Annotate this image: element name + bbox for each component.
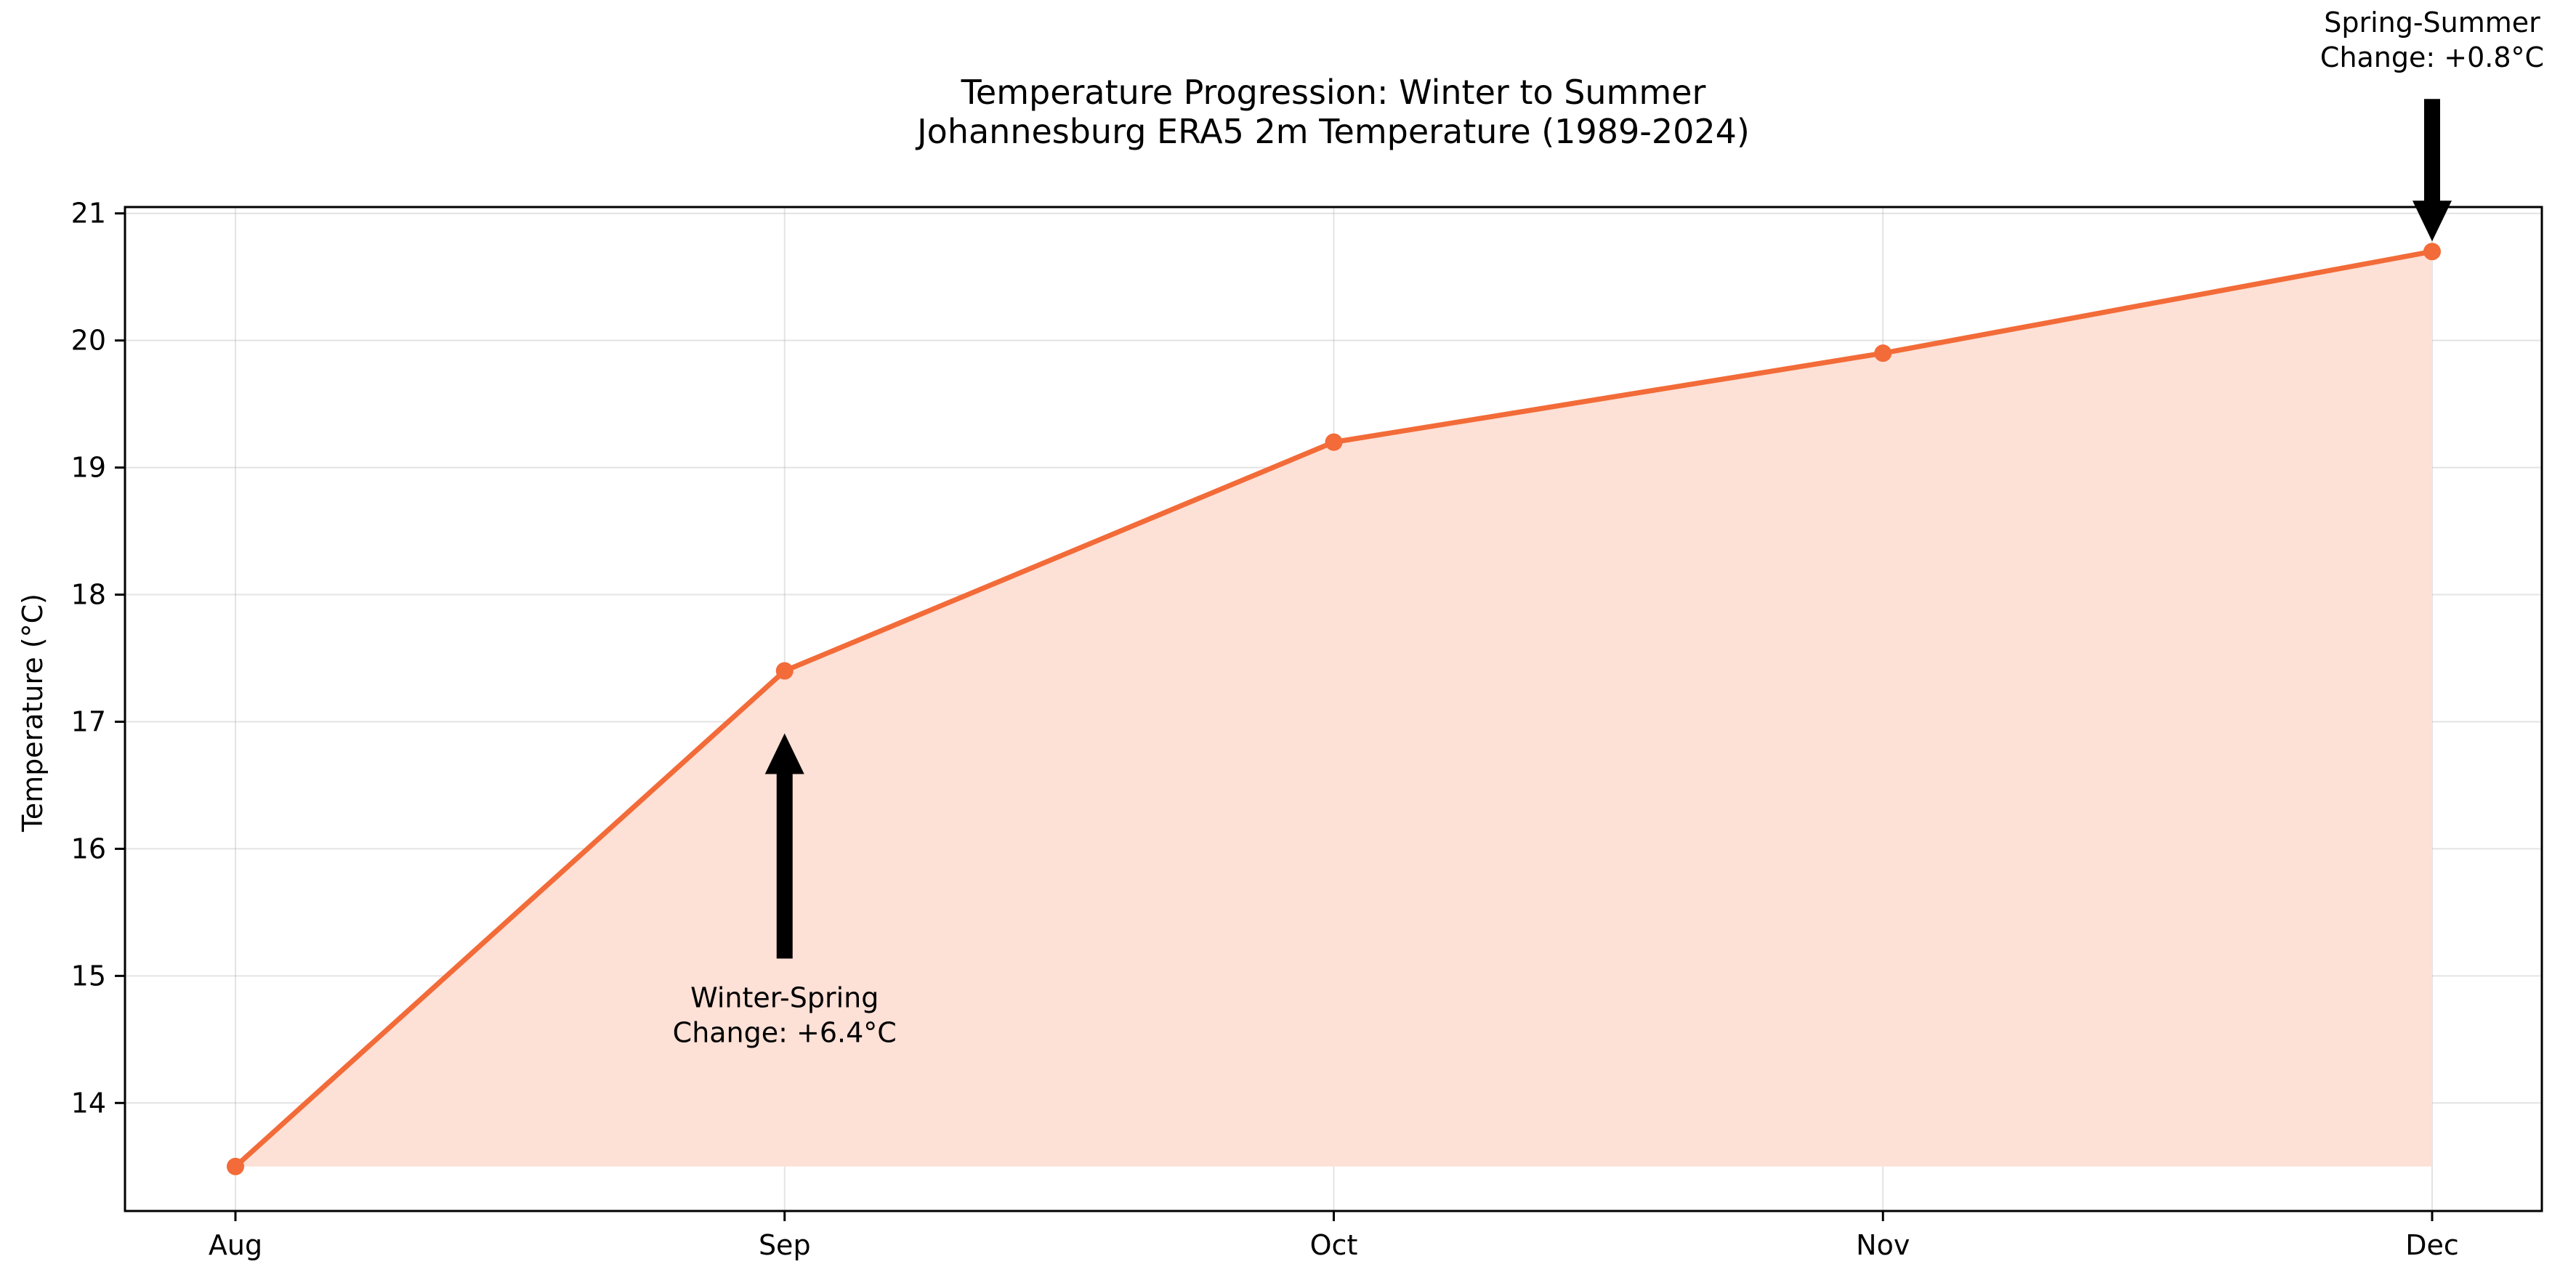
data-point: [775, 662, 794, 680]
annotation-label: Winter-Spring: [690, 982, 879, 1014]
data-point: [1325, 433, 1343, 451]
x-tick-label: Oct: [1310, 1229, 1358, 1261]
x-tick-label: Sep: [759, 1229, 811, 1261]
x-tick-label: Aug: [209, 1229, 262, 1261]
y-tick-label: 14: [71, 1087, 106, 1119]
y-tick-label: 20: [71, 325, 106, 357]
chart-title: Temperature Progression: Winter to Summe…: [961, 73, 1706, 112]
annotation-label: Spring-Summer: [2324, 7, 2540, 39]
annotation-label: Change: +0.8°C: [2320, 41, 2544, 73]
chart-subtitle: Johannesburg ERA5 2m Temperature (1989-2…: [915, 112, 1750, 151]
y-tick-label: 21: [71, 198, 106, 230]
x-tick-label: Dec: [2405, 1229, 2459, 1261]
y-tick-label: 18: [71, 579, 106, 611]
arrow-up-icon: [764, 733, 804, 959]
data-point: [227, 1157, 244, 1175]
data-point: [2423, 243, 2441, 261]
y-tick-label: 17: [71, 705, 106, 737]
y-tick-label: 19: [71, 452, 106, 484]
arrow-down-icon: [2413, 99, 2452, 242]
y-tick-label: 16: [71, 833, 106, 864]
y-tick-label: 15: [71, 960, 106, 992]
x-tick-label: Nov: [1856, 1229, 1910, 1261]
chart-title-group: Temperature Progression: Winter to Summe…: [915, 73, 1750, 151]
points-layer: [227, 243, 2441, 1175]
annotation-label: Change: +6.4°C: [673, 1017, 897, 1049]
data-point: [1874, 344, 1892, 362]
y-axis-label: Temperature (°C): [17, 594, 49, 833]
ticks-layer: Aug Sep Oct Nov Dec 14 15 16 17 18 19 20 21: [71, 198, 2459, 1261]
